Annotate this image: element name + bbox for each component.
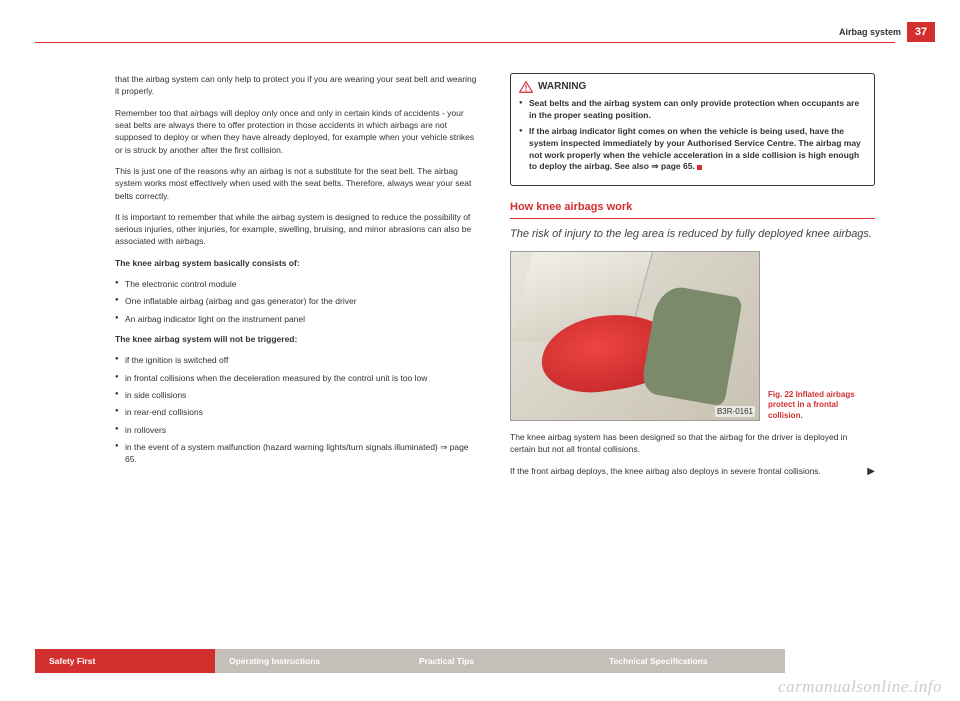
left-column: that the airbag system can only help to … (115, 73, 480, 486)
list-item: in rollovers (115, 424, 480, 436)
body-text: The knee airbag system has been designed… (510, 431, 875, 456)
list-item: The electronic control module (115, 278, 480, 290)
footer-tab-operating: Operating Instructions (215, 649, 405, 673)
not-triggered-list: if the ignition is switched off in front… (115, 354, 480, 465)
right-column: WARNING Seat belts and the airbag system… (510, 73, 875, 486)
body-text: If the front airbag deploys, the knee ai… (510, 465, 875, 477)
figure-row: B3R-0161 Fig. 22 Inflated airbags protec… (510, 251, 875, 421)
list-item: in rear-end collisions (115, 406, 480, 418)
header-divider (35, 42, 895, 43)
list-item: in side collisions (115, 389, 480, 401)
warning-triangle-icon (519, 81, 533, 93)
list-item: An airbag indicator light on the instrum… (115, 313, 480, 325)
body-text: Remember too that airbags will deploy on… (115, 107, 480, 156)
subheading: The knee airbag system will not be trigg… (115, 333, 480, 345)
warning-item: Seat belts and the airbag system can onl… (519, 98, 866, 122)
footer-tab-safety: Safety First (35, 649, 215, 673)
body-text: It is important to remember that while t… (115, 211, 480, 248)
warning-item: If the airbag indicator light comes on w… (519, 126, 866, 174)
watermark-text: carmanualsonline.info (778, 677, 942, 697)
end-marker-icon (697, 165, 702, 170)
page-header: Airbag system 37 (35, 22, 935, 42)
page-container: Airbag system 37 that the airbag system … (35, 22, 935, 657)
figure-caption: Fig. 22 Inflated airbags protect in a fr… (768, 390, 868, 421)
footer-tab-technical: Technical Specifications (595, 649, 785, 673)
list-item: in the event of a system malfunction (ha… (115, 441, 480, 466)
section-subheading: The risk of injury to the leg area is re… (510, 227, 875, 242)
list-item: if the ignition is switched off (115, 354, 480, 366)
page-number-badge: 37 (907, 22, 935, 42)
list-item: in frontal collisions when the decelerat… (115, 372, 480, 384)
header-section-title: Airbag system (839, 22, 901, 42)
footer-tabs: Safety First Operating Instructions Prac… (35, 649, 785, 673)
warning-list: Seat belts and the airbag system can onl… (519, 98, 866, 173)
warning-box: WARNING Seat belts and the airbag system… (510, 73, 875, 186)
warning-title: WARNING (538, 80, 586, 94)
figure-image: B3R-0161 (510, 251, 760, 421)
body-text: that the airbag system can only help to … (115, 73, 480, 98)
list-item: One inflatable airbag (airbag and gas ge… (115, 295, 480, 307)
continue-arrow-icon: ▶ (867, 465, 875, 480)
leg-shape (640, 284, 743, 407)
body-text: This is just one of the reasons why an a… (115, 165, 480, 202)
subheading: The knee airbag system basically consist… (115, 257, 480, 269)
footer-tab-practical: Practical Tips (405, 649, 595, 673)
content-columns: that the airbag system can only help to … (35, 73, 935, 486)
warning-header: WARNING (519, 80, 866, 94)
consists-list: The electronic control module One inflat… (115, 278, 480, 325)
section-heading: How knee airbags work (510, 200, 875, 219)
figure-code: B3R-0161 (715, 406, 755, 418)
